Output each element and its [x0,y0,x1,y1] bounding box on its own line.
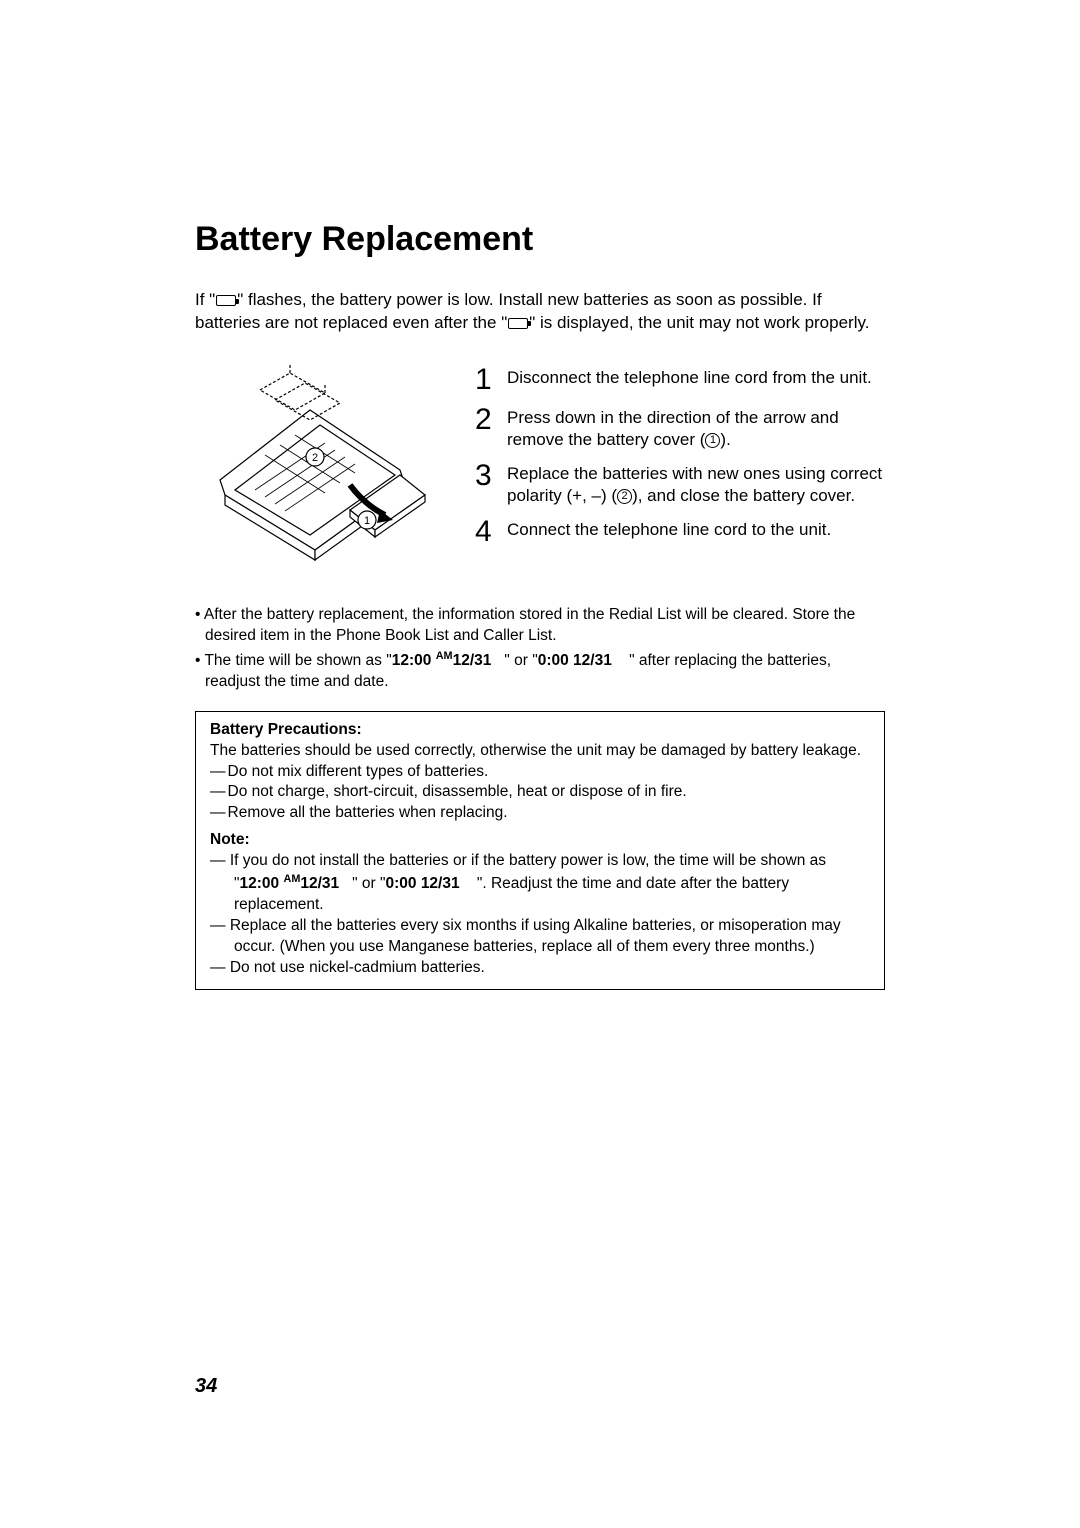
intro-paragraph: If "" flashes, the battery power is low.… [195,289,885,335]
note-item: Do not use nickel-cadmium batteries. [210,958,870,979]
step-3: 3 Replace the batteries with new ones us… [475,461,885,507]
steps-list: 1 Disconnect the telephone line cord fro… [475,355,885,585]
time-display: 12:00 [240,875,280,892]
step-text: Replace the batteries with new ones usin… [507,461,885,507]
intro-text-3: " is displayed, the unit may not work pr… [529,313,869,332]
battery-low-icon [216,295,236,306]
main-section: 2 1 1 Disconnect the telephone line cord… [195,355,885,585]
note-list: If you do not install the batteries or i… [210,851,870,979]
step-text: Disconnect the telephone line cord from … [507,365,872,395]
step-2: 2 Press down in the direction of the arr… [475,405,885,451]
step-number: 4 [475,517,497,547]
precaution-item: Do not charge, short-circuit, disassembl… [210,782,870,803]
device-svg: 2 1 [195,355,445,585]
note-item: Replace all the batteries every six mont… [210,916,870,958]
time-display: 0:00 12/31 [385,875,459,892]
bullet-item: The time will be shown as "12:00 AM12/31… [195,649,885,693]
precautions-box: Battery Precautions: The batteries shoul… [195,711,885,990]
note-heading: Note: [210,830,870,851]
battery-low-icon [508,318,528,329]
date-display: 12/31 [300,875,339,892]
step-text: Connect the telephone line cord to the u… [507,517,831,547]
intro-text-1: If " [195,290,215,309]
page-title: Battery Replacement [195,220,885,259]
precautions-heading: Battery Precautions: [210,720,870,741]
bullet-item: After the battery replacement, the infor… [195,605,885,647]
step-number: 3 [475,461,497,507]
step-text-b: ), and close the battery cover. [632,486,855,505]
bullet-text: The time will be shown as " [204,652,391,669]
manual-page: Battery Replacement If "" flashes, the b… [0,0,1080,990]
step-text-b: ). [720,430,730,449]
step-number: 2 [475,405,497,451]
step-number: 1 [475,365,497,395]
precaution-item: Remove all the batteries when replacing. [210,803,870,824]
precautions-list: Do not mix different types of batteries.… [210,762,870,825]
step-text: Press down in the direction of the arrow… [507,405,885,451]
precautions-intro: The batteries should be used correctly, … [210,741,870,762]
precaution-item: Do not mix different types of batteries. [210,762,870,783]
date-display: 12/31 [453,652,492,669]
note-text: " or " [352,875,385,892]
note-item: If you do not install the batteries or i… [210,851,870,916]
time-display: 12:00 [392,652,432,669]
time-display: 0:00 12/31 [538,652,612,669]
step-4: 4 Connect the telephone line cord to the… [475,517,885,547]
post-steps-bullets: After the battery replacement, the infor… [195,605,885,693]
svg-text:1: 1 [364,515,370,527]
am-marker: AM [436,650,453,662]
step-1: 1 Disconnect the telephone line cord fro… [475,365,885,395]
step-text-a: Press down in the direction of the arrow… [507,408,839,449]
device-illustration: 2 1 [195,355,445,585]
svg-text:2: 2 [312,452,318,464]
page-number: 34 [195,1375,217,1398]
bullet-text: " or " [504,652,537,669]
circled-1-icon: 1 [705,433,720,448]
am-marker: AM [283,873,300,885]
circled-2-icon: 2 [617,489,632,504]
